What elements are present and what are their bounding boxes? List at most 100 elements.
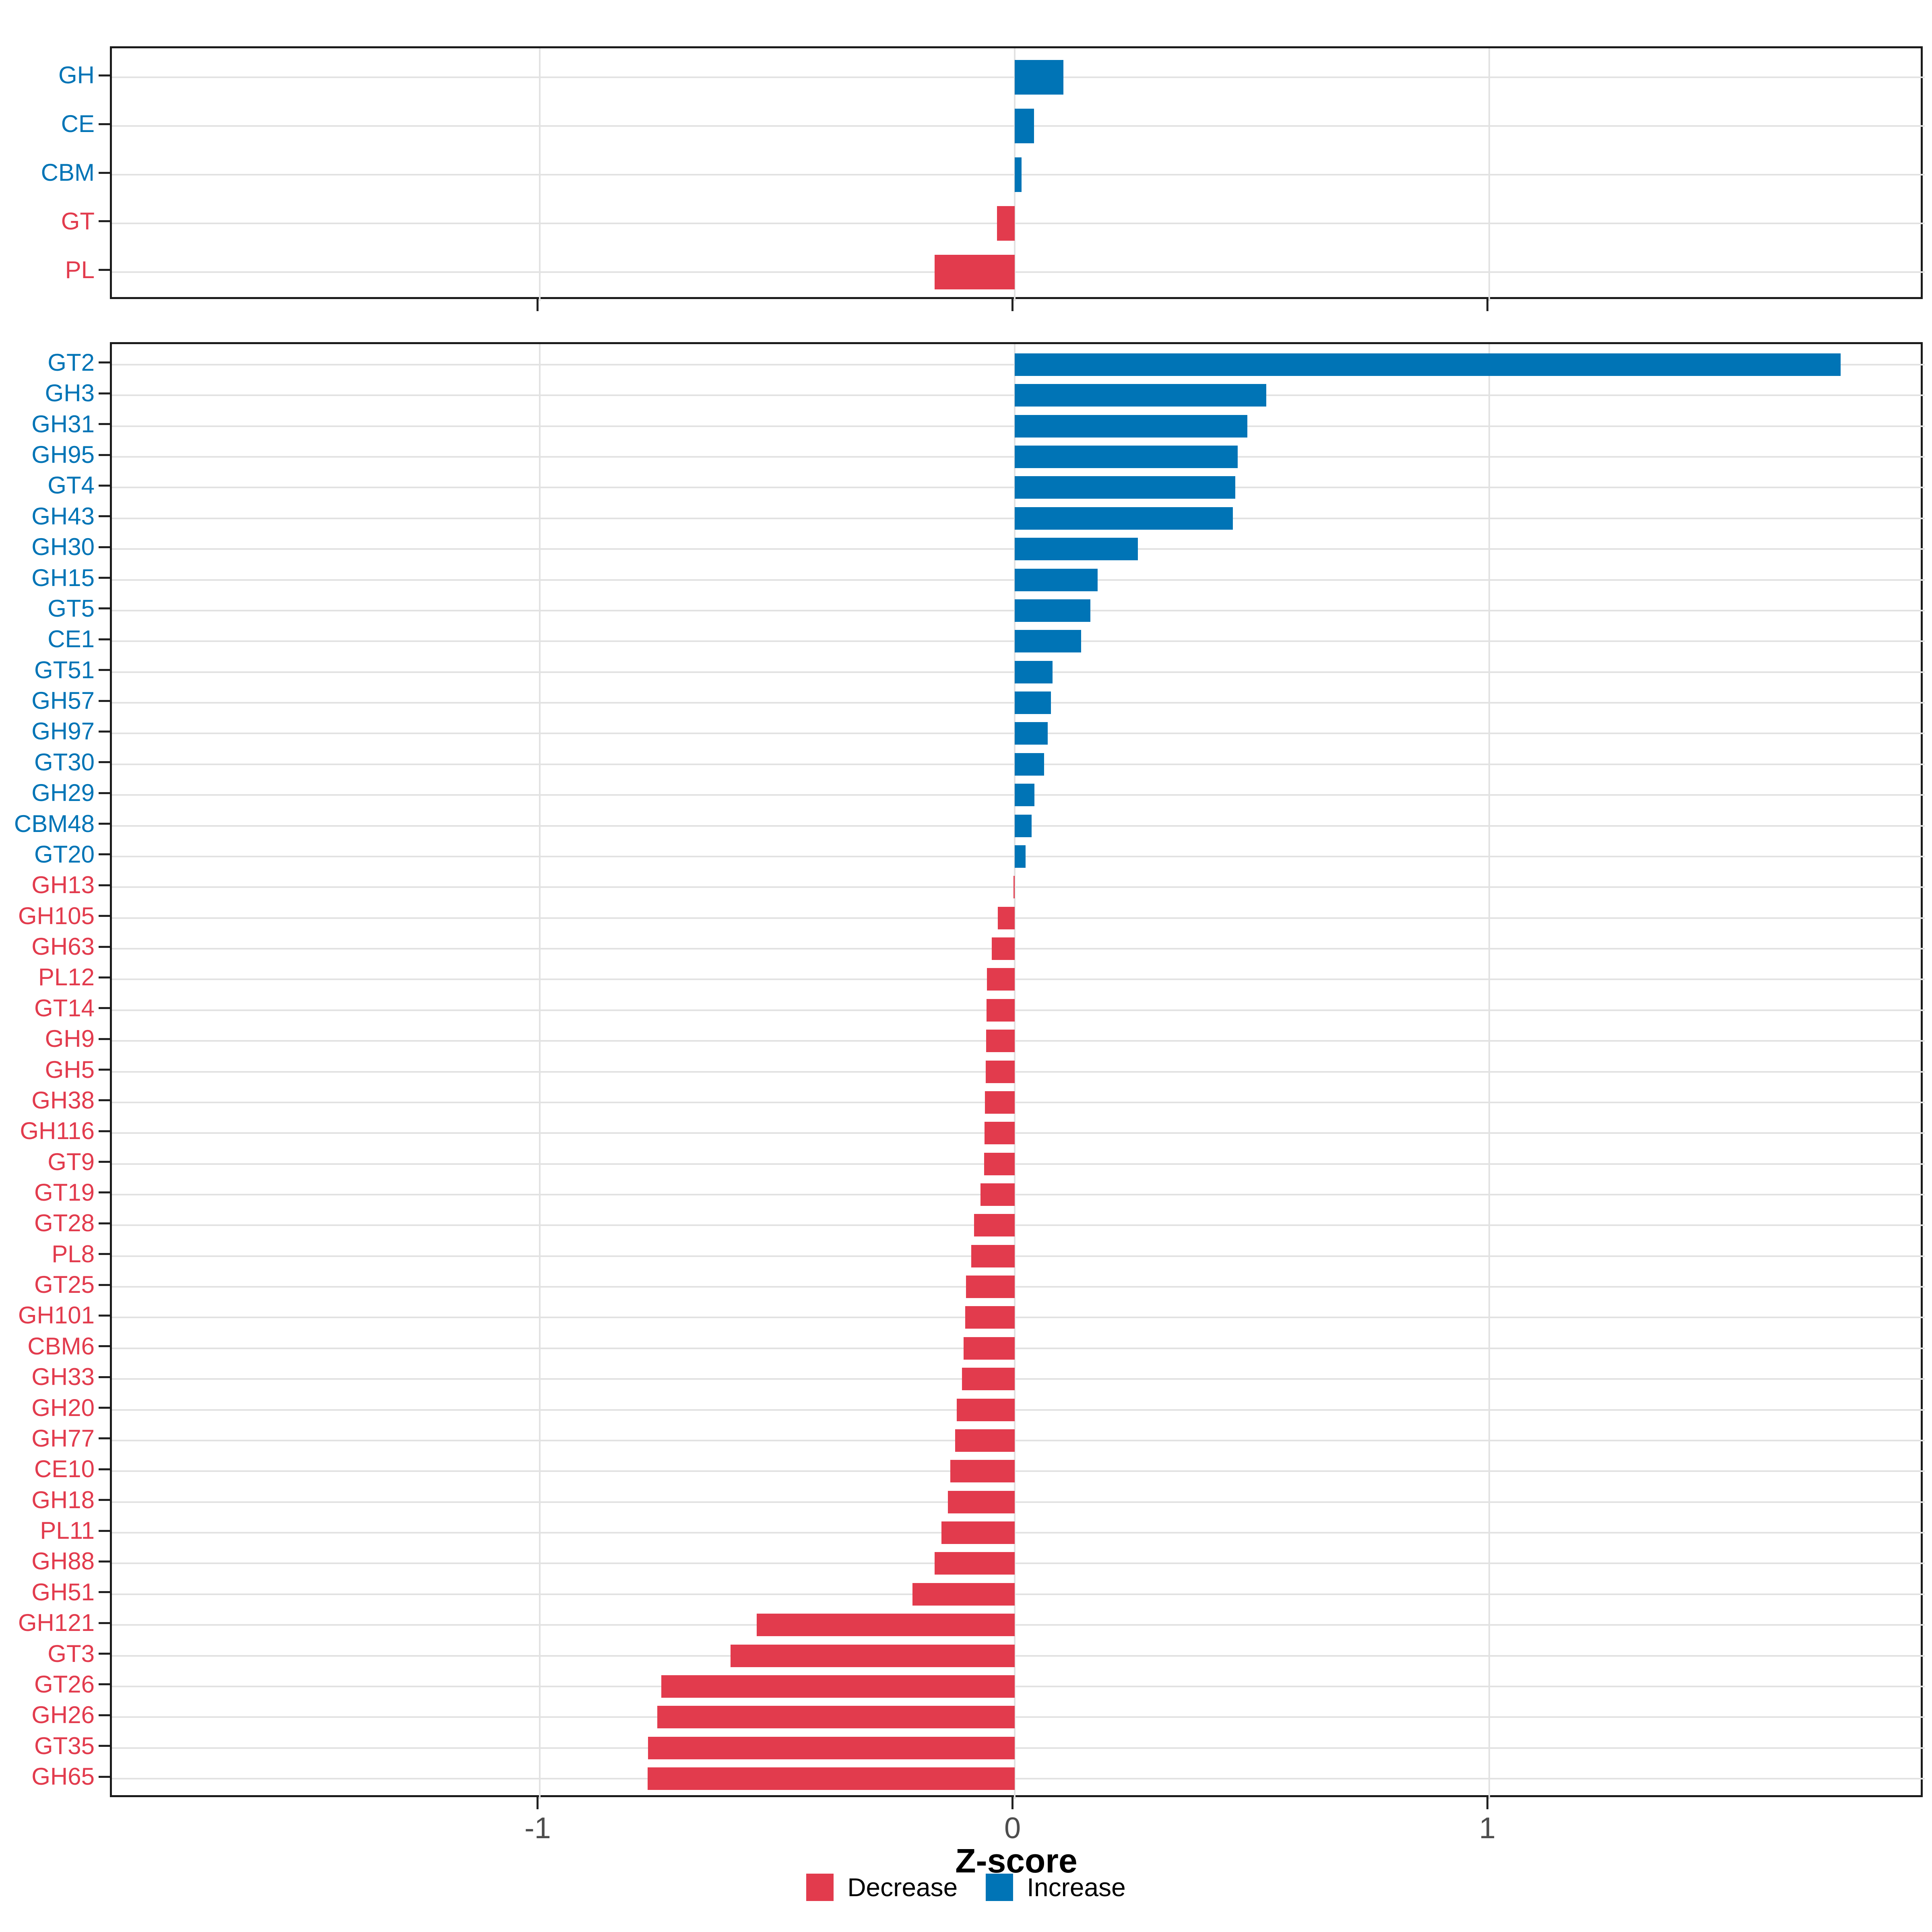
y-tick-GT14 [99, 1007, 110, 1009]
y-label-GH18: GH18 [31, 1486, 95, 1513]
y-label-PL8: PL8 [52, 1240, 95, 1267]
y-label-GH38: GH38 [31, 1086, 95, 1114]
y-label-GH15: GH15 [31, 564, 95, 591]
y-tick-GT30 [99, 761, 110, 764]
y-tick-GT9 [99, 1161, 110, 1163]
bar-GT [997, 206, 1015, 241]
bar-GH116 [985, 1122, 1015, 1145]
bar-GH97 [1014, 722, 1048, 745]
gridline-h-GH63 [112, 948, 1925, 950]
y-tick-GH15 [99, 577, 110, 579]
x-tick-top-0 [1011, 299, 1014, 311]
y-tick-CE [99, 123, 110, 125]
bar-GH43 [1014, 507, 1233, 530]
y-label-GH95: GH95 [31, 441, 95, 469]
x-tick-bottom-1 [1486, 1797, 1488, 1809]
gridline-h-GT28 [112, 1224, 1925, 1226]
gridline-h-GH5 [112, 1071, 1925, 1073]
y-label-GH20: GH20 [31, 1394, 95, 1421]
gridline-h-GH26 [112, 1716, 1925, 1718]
legend-item-increase: Increase [986, 1873, 1126, 1902]
bar-GT26 [661, 1675, 1015, 1698]
y-label-CBM48: CBM48 [14, 810, 95, 837]
gridline-h-GT35 [112, 1747, 1925, 1749]
y-label-PL11: PL11 [40, 1517, 95, 1544]
y-tick-CE1 [99, 638, 110, 640]
gridline-h-GT9 [112, 1163, 1925, 1165]
legend-item-decrease: Decrease [806, 1874, 958, 1901]
bar-GH3 [1014, 384, 1266, 407]
y-tick-GH63 [99, 945, 110, 948]
y-tick-GH65 [99, 1775, 110, 1778]
y-label-PL12: PL12 [38, 964, 95, 991]
y-tick-GH57 [99, 700, 110, 702]
y-label-GT: GT [61, 207, 95, 235]
gridline-h-PL [112, 271, 1925, 273]
bar-GT3 [731, 1644, 1015, 1667]
bar-GH9 [986, 1030, 1015, 1053]
bar-GH95 [1014, 446, 1238, 469]
y-label-GH31: GH31 [31, 410, 95, 438]
gridline-h-GH65 [112, 1778, 1925, 1780]
bar-PL [935, 254, 1015, 289]
y-tick-GT35 [99, 1745, 110, 1747]
bar-PL11 [941, 1521, 1015, 1544]
top-panel [110, 46, 1925, 301]
bar-CBM48 [1014, 814, 1032, 837]
y-tick-GH13 [99, 884, 110, 886]
x-axis-title: Z-score [955, 1842, 1077, 1880]
y-tick-GH18 [99, 1499, 110, 1501]
y-label-GH5: GH5 [45, 1056, 95, 1083]
gridline-h-GT [112, 222, 1925, 224]
gridline-h-GH33 [112, 1378, 1925, 1380]
bar-GH105 [998, 906, 1015, 929]
gridline-h-PL12 [112, 978, 1925, 980]
x-tick-bottom--1 [537, 1797, 539, 1809]
gridline-h-GH105 [112, 917, 1925, 919]
bar-GT4 [1014, 476, 1236, 499]
gridline-h-GT14 [112, 1009, 1925, 1011]
y-label-GH63: GH63 [31, 933, 95, 960]
y-label-GH9: GH9 [45, 1025, 95, 1053]
gridline-h-GH51 [112, 1593, 1925, 1595]
y-label-GH105: GH105 [18, 902, 95, 929]
bar-GT5 [1014, 599, 1091, 622]
bar-GT35 [648, 1736, 1015, 1759]
x-tick-label-1: 1 [1479, 1811, 1496, 1845]
y-label-GH3: GH3 [45, 380, 95, 407]
y-label-CBM: CBM [41, 159, 95, 186]
legend-label-increase: Increase [1027, 1873, 1126, 1902]
y-label-CE1: CE1 [47, 625, 95, 653]
bottom-panel [110, 342, 1925, 1799]
y-label-GH33: GH33 [31, 1363, 95, 1391]
y-tick-GT19 [99, 1191, 110, 1194]
bar-CBM6 [964, 1337, 1015, 1360]
x-tick-label--1: -1 [524, 1811, 551, 1845]
y-tick-GH3 [99, 392, 110, 394]
y-tick-GT4 [99, 484, 110, 487]
bar-PL12 [987, 968, 1015, 991]
bar-GH77 [955, 1429, 1015, 1452]
y-label-GH121: GH121 [18, 1609, 95, 1637]
gridline-h-CBM6 [112, 1347, 1925, 1349]
gridline-h-GH38 [112, 1101, 1925, 1103]
y-label-CE: CE [61, 110, 95, 138]
y-tick-CE10 [99, 1468, 110, 1470]
bar-GT30 [1014, 753, 1044, 776]
y-tick-CBM6 [99, 1345, 110, 1348]
bar-GH31 [1014, 415, 1247, 438]
y-label-GT2: GT2 [47, 349, 95, 376]
gridline-h-GH116 [112, 1132, 1925, 1134]
y-label-GH65: GH65 [31, 1763, 95, 1790]
y-tick-PL8 [99, 1253, 110, 1255]
gridline-h-GH18 [112, 1501, 1925, 1503]
bar-GH57 [1014, 691, 1051, 714]
y-label-GH88: GH88 [31, 1548, 95, 1575]
bar-GH26 [657, 1706, 1015, 1729]
y-label-CE10: CE10 [34, 1455, 95, 1483]
bar-GH63 [991, 937, 1015, 960]
bar-GH18 [948, 1490, 1015, 1513]
y-tick-GH121 [99, 1622, 110, 1624]
y-tick-GT [99, 220, 110, 223]
